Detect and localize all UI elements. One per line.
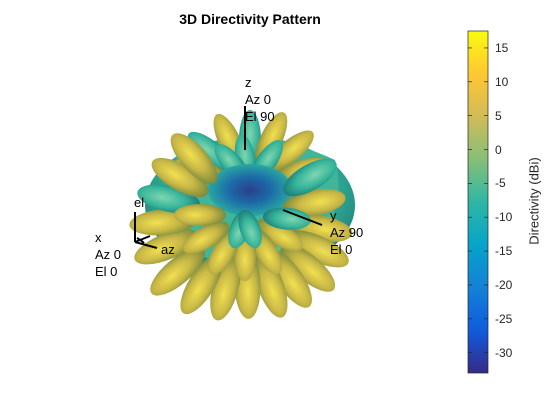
x-axis-annotation: x Az 0 El 0 [95,229,121,280]
z-axis-label: z [245,75,252,90]
x-axis-label: x [95,230,102,245]
el-axis-label: el [134,195,145,210]
chart-title: 3D Directivity Pattern [179,11,321,27]
colorbar-gradient [467,30,489,374]
outer-petals [129,133,353,321]
colorbar-tick-label: -15 [495,244,513,259]
z-axis-annotation: z Az 0 El 90 [245,74,275,125]
z-axis-elevation: El 90 [245,109,275,124]
petal [170,133,218,184]
z-axis-azimuth: Az 0 [245,92,272,107]
petal [151,157,209,198]
colorbar [467,30,489,374]
petal [182,221,230,254]
elevation-arc [136,237,145,244]
y-axis-elevation: El 0 [330,242,353,257]
petal [283,158,337,197]
colorbar-tick-label: -5 [495,176,506,191]
y-axis-line [282,209,323,226]
colorbar-tick-label: 5 [495,108,502,123]
axis-lines [134,106,323,249]
colorbar-tick-label: -25 [495,311,513,326]
petal [174,204,226,226]
surface-core [208,164,292,216]
y-axis-label: y [330,208,337,223]
az-axis-label: az [161,242,175,257]
y-axis-azimuth: Az 90 [330,225,364,240]
az-axis-line [134,241,158,249]
petal [134,229,199,265]
x-axis-line [134,235,151,243]
petal [262,207,311,230]
colorbar-label: Directivity (dBi) [526,157,542,245]
petal [253,253,288,318]
colorbar-tick-label: -20 [495,277,513,292]
colorbar-tick-label: -30 [495,345,513,360]
x-axis-azimuth: Az 0 [95,247,122,262]
colorbar-tick-label: 15 [495,40,509,55]
petal [286,230,349,268]
colorbar-tick-label: 10 [495,74,509,89]
x-axis-elevation: El 0 [95,264,118,279]
y-axis-annotation: y Az 90 El 0 [330,207,363,258]
petal [150,247,205,296]
petal [256,218,303,252]
colorbar-tick-label: -10 [495,210,513,225]
petal [280,243,336,292]
directivity-surface [129,110,355,321]
colorbar-tick-label: 0 [495,142,502,157]
colorbar-ticks [468,47,488,354]
petal [238,209,262,249]
